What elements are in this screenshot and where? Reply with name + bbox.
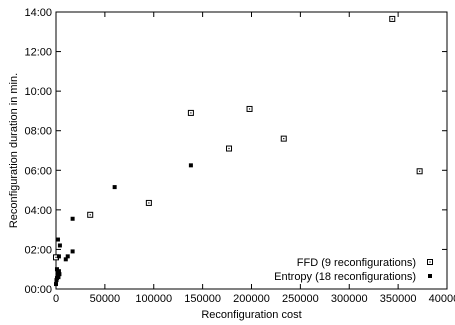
x-tick-label: 300000 xyxy=(331,293,368,305)
y-axis-ticks: 00:00 02:00 04:00 06:00 08:00 10:00 12:00 14:00 xyxy=(24,7,447,296)
y-tick-label: 08:00 xyxy=(24,126,52,138)
plot-frame xyxy=(55,11,448,290)
ffd-point xyxy=(187,109,194,116)
entropy-point xyxy=(56,254,61,259)
ffd-point xyxy=(226,145,233,152)
y-tick-label: 12:00 xyxy=(24,47,52,59)
y-tick-label: 14:00 xyxy=(24,7,52,19)
legend-marker-entropy xyxy=(428,274,432,278)
legend: FFD (9 reconfigurations) Entropy (18 reco… xyxy=(274,257,433,283)
entropy-point xyxy=(70,216,75,221)
entropy-point xyxy=(188,163,193,168)
entropy-point xyxy=(57,272,62,277)
x-tick-label: 150000 xyxy=(184,293,221,305)
x-axis-ticks: 0 50000 100000 150000 200000 250000 300000 3500… xyxy=(53,12,455,305)
ffd-point xyxy=(280,135,287,142)
ffd-point xyxy=(87,211,94,218)
x-tick-label: 0 xyxy=(53,293,59,305)
ffd-point xyxy=(416,168,423,175)
ffd-point xyxy=(389,15,396,22)
entropy-point xyxy=(56,275,61,280)
x-tick-label: 100000 xyxy=(135,293,172,305)
x-tick-label: 50000 xyxy=(90,293,121,305)
y-tick-label: 10:00 xyxy=(24,86,52,98)
entropy-point xyxy=(112,185,117,190)
y-axis-label: Reconfiguration duration in min. xyxy=(8,73,20,228)
entropy-point xyxy=(54,267,59,272)
entropy-point xyxy=(65,254,70,259)
x-tick-label: 250000 xyxy=(282,293,319,305)
y-tick-label: 00:00 xyxy=(24,284,52,296)
entropy-point xyxy=(54,282,58,287)
legend-label-ffd: FFD (9 reconfigurations) xyxy=(297,257,416,269)
y-tick-label: 04:00 xyxy=(24,205,52,217)
y-tick-label: 02:00 xyxy=(24,244,52,256)
legend-label-entropy: Entropy (18 reconfigurations) xyxy=(274,271,416,283)
data-points xyxy=(53,15,423,287)
x-tick-label: 350000 xyxy=(380,293,417,305)
entropy-point xyxy=(63,257,68,262)
ffd-point xyxy=(246,105,253,112)
entropy-point xyxy=(55,237,60,242)
y-tick-label: 06:00 xyxy=(24,165,52,177)
x-tick-label: 200000 xyxy=(233,293,270,305)
entropy-point xyxy=(57,243,62,248)
legend-marker-ffd xyxy=(427,259,433,265)
entropy-point xyxy=(70,249,75,254)
ffd-point xyxy=(145,199,152,206)
x-axis-label: Reconfiguration cost xyxy=(201,309,301,321)
